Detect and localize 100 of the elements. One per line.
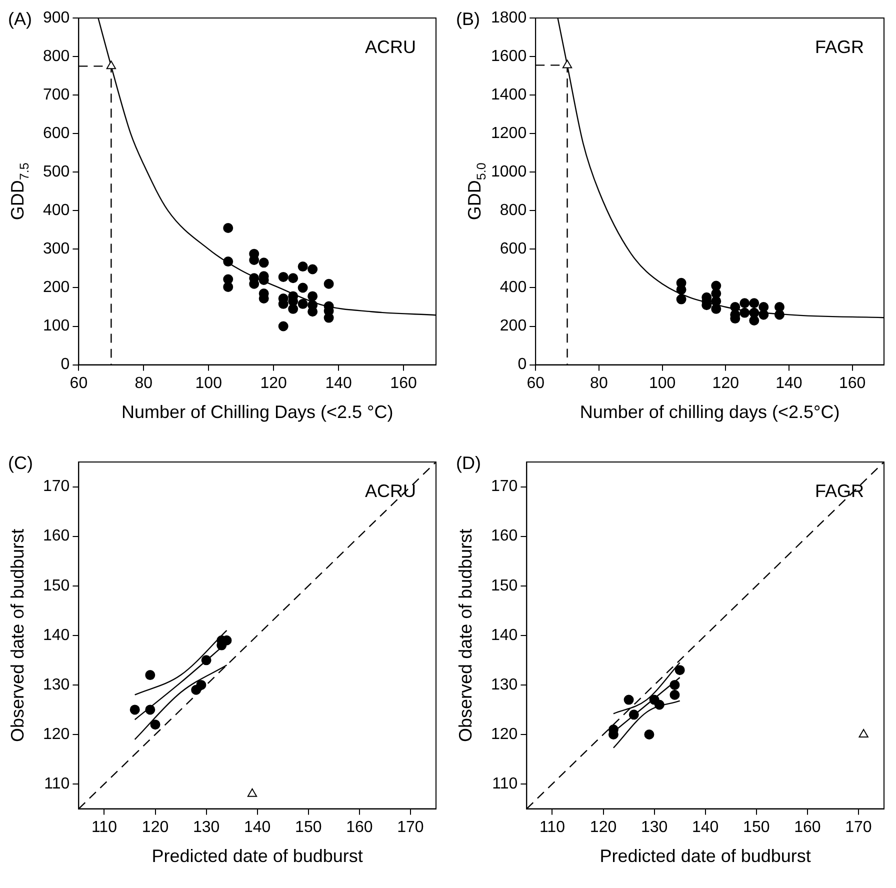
x-tick-label: 120 [260,374,288,392]
y-tick-label: 120 [490,726,518,743]
x-tick-label: 140 [692,818,719,836]
y-tick-label: 1400 [491,86,527,104]
x-tick-label: 150 [295,818,322,836]
x-tick-label: 120 [142,818,169,836]
point [644,729,654,740]
y-tick-label: 130 [42,676,70,694]
y-tick-label: 1800 [491,9,527,26]
y-tick-label: 170 [42,478,70,496]
y-tick-label: 200 [42,279,70,296]
y-tick-label: 150 [42,577,70,594]
y-tick-label: 1200 [491,125,527,142]
point [774,310,784,320]
annotation: FAGR [814,480,864,501]
y-tick-label: 1600 [491,48,527,65]
y-tick-label: 500 [42,164,70,181]
y-tick-label: 150 [490,577,518,594]
point [247,788,258,797]
x-tick-label: 100 [648,374,676,392]
point [196,680,206,690]
x-tick-label: 130 [640,818,668,836]
point [288,273,298,284]
x-tick-label: 160 [346,818,373,836]
point [670,680,680,690]
point [749,298,760,308]
y-axis-title: Observed date of budburst [8,528,28,742]
point [145,670,156,680]
x-tick-label: 160 [794,818,821,836]
x-axis-title: Number of Chilling Days (<2.5 °C) [121,402,394,422]
y-tick-label: 200 [500,318,527,335]
x-tick-label: 140 [776,374,802,392]
x-tick-label: 160 [838,374,866,392]
point [145,704,156,715]
y-tick-label: 400 [500,279,527,296]
text: (B) [456,8,480,29]
point [740,308,750,318]
y-tick-label: 170 [490,478,518,496]
x-axis-title: Number of chilling days (<2.5°C) [580,402,840,422]
y-tick-label: 900 [42,9,70,26]
y-tick-label: 120 [42,726,70,743]
point [711,304,722,314]
point [288,304,298,314]
y-tick-label: 100 [42,318,70,335]
point [298,262,308,272]
point [749,315,760,326]
point [201,655,212,666]
point [223,282,234,292]
y-tick-label: 140 [42,626,70,644]
point [676,294,686,304]
point [298,298,308,309]
y-axis-title: GDD5.0 [464,162,488,220]
point [130,704,140,715]
annotation: FAGR [814,36,864,57]
point [308,306,318,317]
point [106,60,116,70]
y-tick-label: 110 [44,775,70,792]
x-tick-label: 60 [70,374,88,392]
y-tick-label: 160 [42,528,70,545]
text: (D) [456,452,481,473]
point [223,223,234,234]
x-tick-label: 80 [134,374,153,392]
y-axis-title: GDD7.5 [8,162,32,220]
x-tick-label: 60 [526,374,545,392]
y-tick-label: 160 [490,528,518,545]
point [223,256,234,267]
x-tick-label: 110 [539,818,566,836]
text: (A) [8,8,32,29]
x-tick-label: 130 [192,818,220,836]
y-tick-label: 400 [42,202,70,220]
point [278,321,288,332]
y-tick-label: 800 [42,48,70,65]
point [298,282,308,293]
y-tick-label: 0 [60,356,70,374]
point [740,298,750,308]
y-tick-label: 110 [492,775,518,792]
point [308,264,318,274]
point [258,258,269,268]
y-tick-label: 140 [490,626,518,644]
point [676,284,686,295]
x-tick-label: 80 [590,374,608,392]
annotation: ACRU [364,36,416,57]
point [278,272,288,282]
x-axis-title: Predicted date of budburst [152,846,363,866]
x-tick-label: 160 [390,374,417,392]
point [324,312,334,323]
y-axis-title: Observed date of budburst [456,528,476,742]
y-tick-label: 1000 [491,164,527,181]
y-tick-label: 0 [518,356,527,374]
point [308,291,318,302]
text: (C) [8,452,33,473]
y-tick-label: 600 [500,240,527,258]
x-tick-label: 140 [244,818,271,836]
x-tick-label: 140 [325,374,352,392]
y-tick-label: 800 [500,202,527,220]
point [324,278,334,289]
x-tick-label: 100 [195,374,222,392]
x-tick-label: 120 [590,818,617,836]
x-tick-label: 170 [397,818,424,836]
point [670,690,680,700]
